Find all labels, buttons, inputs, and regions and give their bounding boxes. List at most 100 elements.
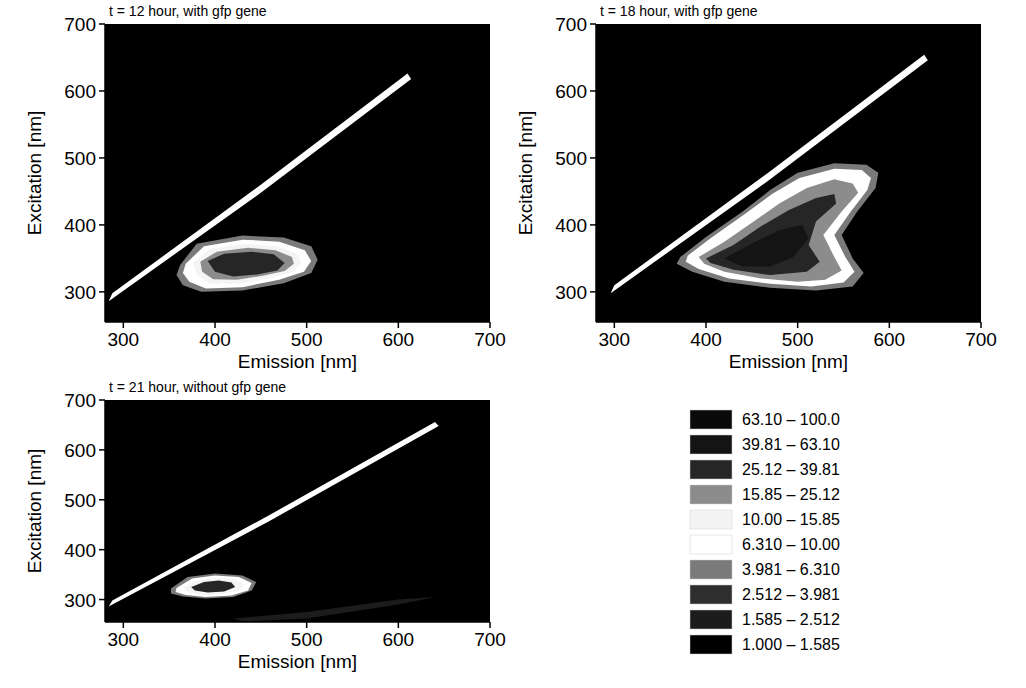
- contour-region: [706, 194, 836, 275]
- x-tick-label: 300: [598, 329, 630, 350]
- legend-swatch: [690, 435, 732, 454]
- y-tick-label: 600: [64, 81, 96, 102]
- y-tick-label: 400: [64, 540, 96, 561]
- y-tick-label: 400: [555, 215, 587, 236]
- y-tick-label: 700: [64, 390, 96, 411]
- contour-region: [686, 169, 871, 287]
- contour-region: [183, 240, 311, 289]
- y-tick-label: 700: [64, 14, 96, 35]
- y-tick: [590, 90, 596, 92]
- y-tick-label: 500: [555, 148, 587, 169]
- x-axis-title: Emission [nm]: [238, 651, 357, 672]
- panel-title: t = 21 hour, without gfp gene: [109, 379, 286, 395]
- page: {"chart_data": [ {"type": "contour", "ti…: [0, 0, 1026, 688]
- legend-label: 1.585 – 2.512: [742, 611, 840, 628]
- legend-label: 25.12 – 39.81: [742, 461, 840, 478]
- y-tick-label: 600: [555, 81, 587, 102]
- legend-swatch: [690, 585, 732, 604]
- x-tick: [398, 622, 400, 628]
- y-axis: [104, 24, 106, 322]
- x-tick: [614, 322, 616, 328]
- contour-region: [176, 576, 252, 597]
- y-axis-title: Excitation [nm]: [24, 449, 45, 574]
- x-tick: [306, 322, 308, 328]
- x-tick: [398, 322, 400, 328]
- y-tick-label: 300: [64, 590, 96, 611]
- color-legend: 63.10 – 100.039.81 – 63.1025.12 – 39.811…: [690, 410, 840, 654]
- y-tick-label: 300: [64, 282, 96, 303]
- contour-region: [177, 236, 318, 292]
- x-tick: [306, 622, 308, 628]
- x-tick-label: 500: [291, 329, 323, 350]
- y-tick: [99, 23, 105, 25]
- x-tick-label: 700: [474, 629, 506, 650]
- y-tick: [99, 549, 105, 551]
- y-tick-label: 500: [64, 490, 96, 511]
- panel-title: t = 18 hour, with gfp gene: [600, 3, 758, 19]
- y-tick: [99, 599, 105, 601]
- contour-region: [171, 574, 256, 599]
- x-tick-label: 500: [291, 629, 323, 650]
- x-tick: [214, 322, 216, 328]
- x-tick: [980, 322, 982, 328]
- x-tick-label: 600: [382, 329, 414, 350]
- y-tick-label: 400: [64, 215, 96, 236]
- contour-region: [191, 581, 235, 593]
- legend-label: 15.85 – 25.12: [742, 486, 840, 503]
- legend-swatch: [690, 635, 732, 654]
- x-axis: [596, 321, 981, 323]
- legend-label: 63.10 – 100.0: [742, 411, 840, 428]
- y-tick: [99, 157, 105, 159]
- y-axis: [595, 24, 597, 322]
- contour-region: [193, 244, 301, 284]
- panel-title: t = 12 hour, with gfp gene: [109, 3, 267, 19]
- x-axis-title: Emission [nm]: [729, 351, 848, 372]
- y-tick: [590, 224, 596, 226]
- legend-swatch: [690, 510, 732, 529]
- x-tick-label: 500: [782, 329, 814, 350]
- x-tick: [123, 622, 125, 628]
- y-tick-label: 700: [555, 14, 587, 35]
- plot-background: [105, 400, 490, 622]
- x-tick-label: 300: [107, 629, 139, 650]
- x-tick: [797, 322, 799, 328]
- x-tick: [489, 322, 491, 328]
- x-tick-label: 700: [474, 329, 506, 350]
- legend-label: 10.00 – 15.85: [742, 511, 840, 528]
- legend-swatch: [690, 535, 732, 554]
- contour-region: [109, 422, 439, 607]
- contour-region: [724, 225, 808, 267]
- x-axis-title: Emission [nm]: [238, 351, 357, 372]
- contour-region: [699, 179, 859, 281]
- contour-region: [109, 74, 412, 302]
- contour-region: [208, 252, 285, 277]
- contour-region: [184, 578, 245, 595]
- contour-region: [611, 55, 928, 293]
- x-tick-label: 600: [873, 329, 905, 350]
- x-axis: [105, 321, 490, 323]
- y-tick: [99, 399, 105, 401]
- x-axis: [105, 621, 490, 623]
- panel: t = 12 hour, with gfp gene 300 400 500 600 70…: [24, 3, 506, 372]
- panel: t = 21 hour, without gfp gene30040050060…: [24, 379, 506, 672]
- y-axis: [104, 400, 106, 622]
- x-tick: [123, 322, 125, 328]
- y-axis-title: Excitation [nm]: [24, 111, 45, 236]
- plot-area: [596, 24, 981, 322]
- plot-area: [105, 400, 490, 622]
- plot-background: [105, 24, 490, 322]
- x-tick: [705, 322, 707, 328]
- y-tick-label: 300: [555, 282, 587, 303]
- contour-region: [200, 248, 293, 280]
- x-tick: [489, 622, 491, 628]
- panel: t = 18 hour, with gfp gene 300 400 500 600 70…: [515, 3, 997, 372]
- legend-swatch: [690, 610, 732, 629]
- legend-swatch: [690, 485, 732, 504]
- contour-region: [233, 597, 435, 621]
- x-tick-label: 400: [199, 629, 231, 650]
- y-axis-title: Excitation [nm]: [515, 111, 536, 236]
- x-tick-label: 400: [690, 329, 722, 350]
- figure: t = 12 hour, with gfp gene 300 400 500 600 70…: [0, 0, 1026, 688]
- plot-background: [596, 24, 981, 322]
- legend-label: 1.000 – 1.585: [742, 636, 840, 653]
